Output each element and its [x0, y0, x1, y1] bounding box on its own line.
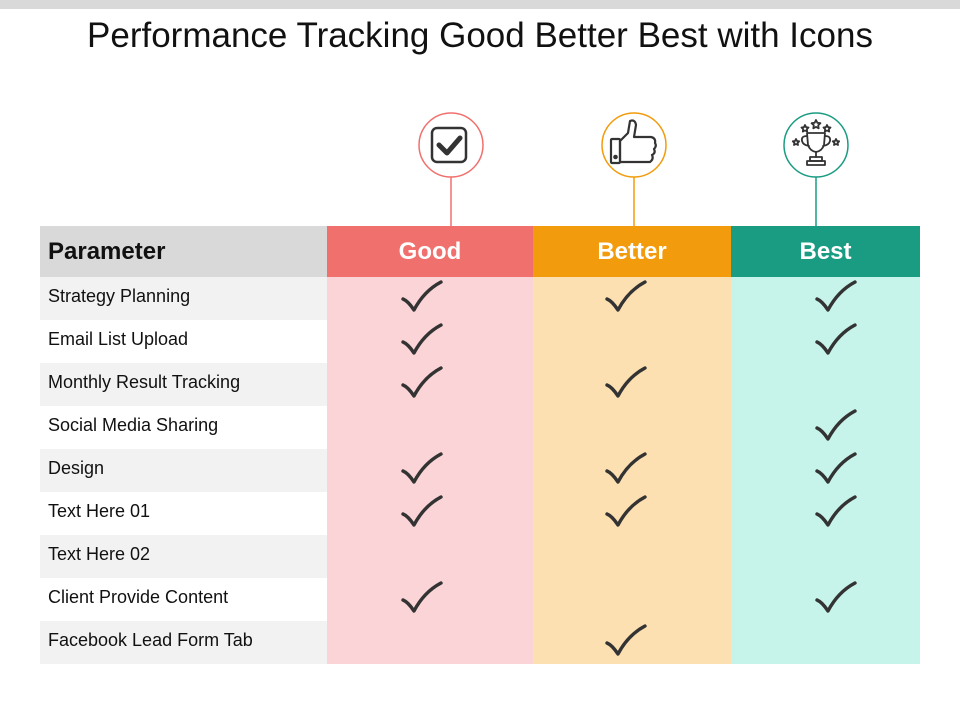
trophy-icon	[791, 119, 841, 166]
table-row: Facebook Lead Form Tab	[40, 621, 920, 664]
header-best: Best	[731, 226, 920, 277]
checkmark-icon	[814, 409, 857, 441]
best-icon-connector	[783, 112, 849, 227]
checkmark-icon	[401, 323, 443, 355]
checkmark-icon	[401, 280, 443, 312]
checkmark-icon	[814, 581, 857, 613]
header-parameter: Parameter	[40, 226, 327, 277]
good-cell	[327, 492, 533, 535]
checkmark-icon	[814, 280, 857, 312]
checkmark-icon	[401, 366, 443, 398]
parameter-label: Email List Upload	[40, 320, 327, 363]
checkmark-icon	[814, 452, 857, 484]
better-icon-connector	[601, 112, 667, 227]
comparison-table: Parameter Good Better Best Strategy Plan…	[40, 226, 920, 664]
best-cell	[731, 621, 920, 664]
good-cell	[327, 578, 533, 621]
page-title: Performance Tracking Good Better Best wi…	[87, 16, 873, 55]
checkmark-icon	[401, 495, 443, 527]
better-cell	[533, 363, 731, 406]
table-body: Strategy Planning Email List Upload Monthl…	[40, 277, 920, 664]
good-cell	[327, 320, 533, 363]
better-cell	[533, 535, 731, 578]
header-better: Better	[533, 226, 731, 277]
top-bar	[0, 0, 960, 9]
table-row: Client Provide Content	[40, 578, 920, 621]
checkmark-icon	[814, 495, 857, 527]
checkmark-icon	[605, 280, 647, 312]
checkbox-icon	[430, 126, 468, 164]
good-cell	[327, 277, 533, 320]
good-icon-connector	[418, 112, 484, 227]
parameter-label: Social Media Sharing	[40, 406, 327, 449]
better-cell	[533, 449, 731, 492]
parameter-label: Text Here 01	[40, 492, 327, 535]
best-cell	[731, 449, 920, 492]
better-cell	[533, 277, 731, 320]
checkmark-icon	[605, 452, 647, 484]
better-cell	[533, 578, 731, 621]
checkmark-icon	[401, 452, 443, 484]
best-cell	[731, 578, 920, 621]
table-row: Social Media Sharing	[40, 406, 920, 449]
parameter-label: Design	[40, 449, 327, 492]
parameter-label: Text Here 02	[40, 535, 327, 578]
checkmark-icon	[401, 581, 443, 613]
parameter-label: Facebook Lead Form Tab	[40, 621, 327, 664]
good-cell	[327, 363, 533, 406]
table-header-row: Parameter Good Better Best	[40, 226, 920, 277]
good-cell	[327, 406, 533, 449]
checkmark-icon	[605, 495, 647, 527]
checkmark-icon	[814, 323, 857, 355]
best-cell	[731, 492, 920, 535]
good-cell	[327, 449, 533, 492]
header-good: Good	[327, 226, 533, 277]
good-cell	[327, 621, 533, 664]
better-cell	[533, 406, 731, 449]
checkmark-icon	[605, 366, 647, 398]
better-cell	[533, 492, 731, 535]
parameter-label: Client Provide Content	[40, 578, 327, 621]
best-cell	[731, 277, 920, 320]
checkmark-icon	[605, 624, 647, 656]
thumbs-up-icon	[609, 119, 657, 165]
best-cell	[731, 406, 920, 449]
parameter-label: Strategy Planning	[40, 277, 327, 320]
table-row: Monthly Result Tracking	[40, 363, 920, 406]
best-cell	[731, 535, 920, 578]
good-cell	[327, 535, 533, 578]
better-cell	[533, 320, 731, 363]
best-cell	[731, 363, 920, 406]
parameter-label: Monthly Result Tracking	[40, 363, 327, 406]
better-cell	[533, 621, 731, 664]
table-row: Email List Upload	[40, 320, 920, 363]
table-row: Text Here 02	[40, 535, 920, 578]
table-row: Design	[40, 449, 920, 492]
best-cell	[731, 320, 920, 363]
table-row: Strategy Planning	[40, 277, 920, 320]
table-row: Text Here 01	[40, 492, 920, 535]
